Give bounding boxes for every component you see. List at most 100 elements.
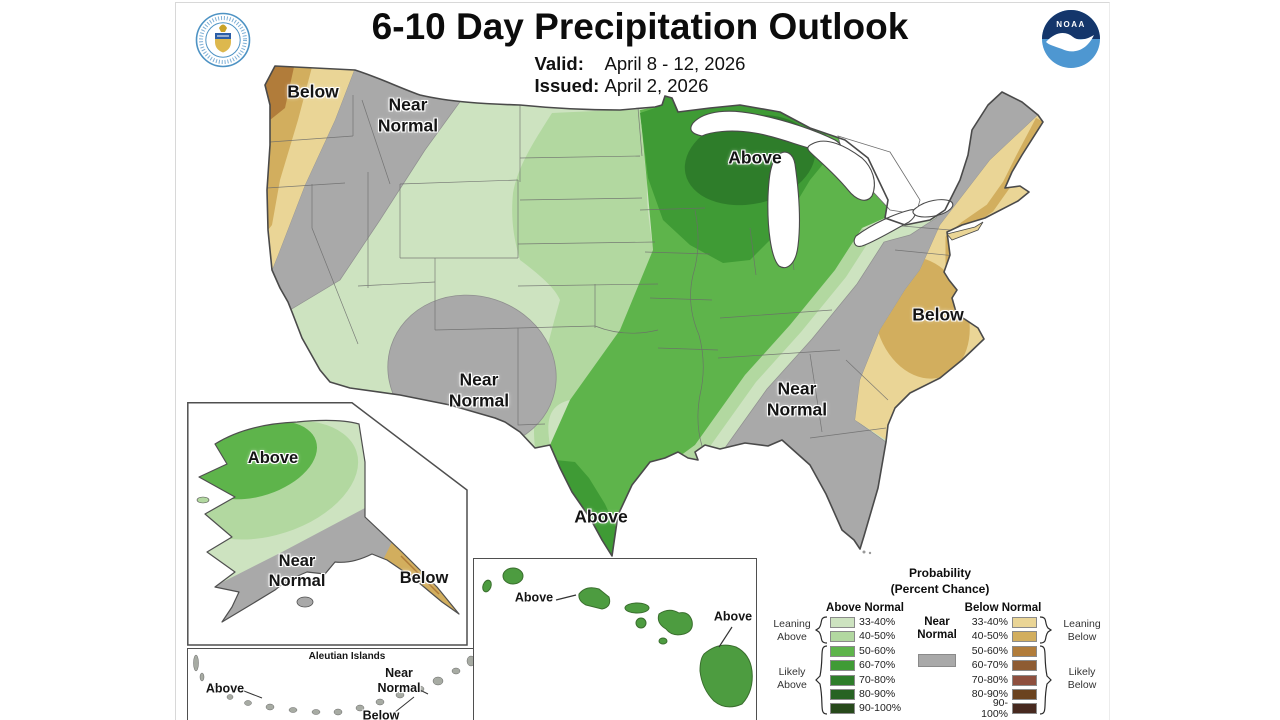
legend-likely-above-label: Likely Above bbox=[777, 666, 807, 691]
legend-title-line2: (Percent Chance) bbox=[890, 582, 990, 596]
legend-above-column: 33-40% 40-50% 50-60% 60-70% 70-80% 80-90… bbox=[830, 616, 902, 715]
label-lakes-above: Above bbox=[728, 147, 782, 168]
above-range-90-100: 90-100% bbox=[859, 702, 902, 715]
legend-row: 40-50% bbox=[968, 630, 1037, 643]
big-island bbox=[699, 644, 753, 708]
molokai-island bbox=[624, 602, 650, 614]
lanai-island bbox=[635, 617, 647, 629]
legend-below-column: 33-40% 40-50% 50-60% 60-70% 70-80% 80-90… bbox=[968, 617, 1037, 719]
state-borders bbox=[266, 95, 957, 447]
above-swatch-33-40 bbox=[830, 617, 855, 628]
conus-outline bbox=[264, 65, 1044, 557]
legend-above-header: Above Normal bbox=[826, 602, 904, 614]
florida-keys-dot bbox=[868, 551, 872, 555]
kauai-island bbox=[502, 567, 524, 585]
label-se-near-normal: Near Normal bbox=[766, 378, 828, 420]
product-frame bbox=[175, 2, 1110, 720]
hawaii-inset bbox=[473, 558, 757, 720]
doc-seal bbox=[195, 12, 251, 68]
valid-label: Valid: bbox=[534, 53, 584, 74]
region-below-50-60-west bbox=[265, 66, 294, 120]
label-nw-near-normal: Near Normal bbox=[377, 94, 439, 136]
label-alaska-above: Above bbox=[247, 448, 299, 467]
below-swatch-80-90 bbox=[1012, 688, 1037, 700]
legend-row: 90-100% bbox=[830, 702, 902, 715]
above-swatch-40-50 bbox=[830, 631, 855, 643]
above-swatch-90-100 bbox=[830, 703, 855, 715]
label-sw-near-normal: Near Normal bbox=[448, 369, 510, 411]
lake-huron bbox=[807, 140, 875, 201]
florida-keys-dot bbox=[862, 550, 866, 554]
legend-row: 50-60% bbox=[830, 644, 901, 657]
region-above-60-70-texas bbox=[555, 460, 616, 556]
valid-value: April 8 - 12, 2026 bbox=[604, 53, 746, 74]
valid-line: Valid: April 8 - 12, 2026 bbox=[535, 53, 746, 75]
legend-row: 60-70% bbox=[830, 659, 901, 672]
hawaii-islands-map bbox=[482, 567, 753, 708]
legend-leaning-above-label: Leaning Above bbox=[773, 618, 811, 643]
above-range-60-70: 60-70% bbox=[859, 659, 896, 672]
lake-erie bbox=[853, 209, 917, 247]
legend-near-normal-swatch bbox=[918, 654, 956, 667]
above-swatch-70-80 bbox=[830, 674, 855, 686]
hawaiian-islands bbox=[482, 567, 753, 708]
lake-ontario bbox=[912, 199, 954, 218]
below-range-90-100: 90-100% bbox=[981, 696, 1008, 720]
legend-likely-below-label: Likely Below bbox=[1067, 666, 1097, 691]
alaska-outline bbox=[198, 419, 460, 623]
st-lawrence-island bbox=[196, 496, 210, 504]
label-aleutian-near-normal: Near Normal bbox=[377, 665, 421, 695]
niihau-island bbox=[482, 579, 492, 593]
legend-row: 80-90% bbox=[830, 688, 901, 700]
noaa-logo-text: NOAA bbox=[1056, 20, 1086, 29]
issued-value: April 2, 2026 bbox=[604, 74, 709, 96]
below-range-80-90: 80-90% bbox=[971, 687, 1008, 700]
above-range-33-40: 33-40% bbox=[859, 616, 896, 628]
brace-leaning-above bbox=[814, 616, 828, 644]
above-swatch-80-90 bbox=[830, 688, 855, 700]
legend-row: 90-100% bbox=[968, 697, 1037, 719]
legend-row: 50-60% bbox=[968, 644, 1037, 657]
valid-issued-block: Valid: April 8 - 12, 2026 Issued: April 2,… bbox=[535, 53, 746, 96]
label-aleutian-below: Below bbox=[362, 708, 400, 720]
legend-row: 40-50% bbox=[830, 630, 901, 643]
brace-leaning-below bbox=[1039, 616, 1053, 644]
below-swatch-33-40 bbox=[1012, 617, 1037, 628]
long-island bbox=[946, 221, 984, 241]
maui-island bbox=[657, 609, 693, 636]
below-range-50-60: 50-60% bbox=[971, 644, 1008, 657]
legend-row: 70-80% bbox=[968, 673, 1037, 686]
below-range-40-50: 40-50% bbox=[971, 630, 1008, 643]
brace-likely-above bbox=[815, 645, 828, 715]
conus-outlook-map bbox=[264, 65, 1044, 557]
above-range-40-50: 40-50% bbox=[859, 630, 896, 643]
below-range-70-80: 70-80% bbox=[971, 673, 1008, 686]
aleutian-inset bbox=[187, 648, 481, 720]
issued-label: Issued: bbox=[534, 74, 600, 96]
alaska-inset-map bbox=[187, 402, 468, 646]
legend-leaning-below-label: Leaning Below bbox=[1063, 618, 1101, 643]
oahu-island bbox=[578, 587, 611, 610]
below-swatch-70-80 bbox=[1012, 674, 1037, 686]
kodiak-island bbox=[296, 596, 314, 608]
above-range-50-60: 50-60% bbox=[859, 644, 896, 657]
label-alaska-below: Below bbox=[399, 568, 449, 587]
page-title: 6-10 Day Precipitation Outlook bbox=[371, 6, 909, 47]
probability-legend: Probability (Percent Chance) Above Norma… bbox=[770, 562, 1110, 720]
below-swatch-40-50 bbox=[1012, 631, 1037, 643]
below-range-60-70: 60-70% bbox=[971, 659, 1008, 672]
region-above-40-50-east-strip bbox=[680, 228, 873, 463]
label-east-below: Below bbox=[912, 304, 964, 325]
label-hawaii-above-west: Above bbox=[514, 590, 554, 605]
kahoolawe-island bbox=[658, 637, 668, 645]
label-pnw-below: Below bbox=[287, 81, 339, 102]
legend-row: 70-80% bbox=[830, 673, 901, 686]
hawaii-pointer-lines bbox=[555, 594, 733, 648]
lake-michigan bbox=[767, 151, 800, 269]
below-swatch-60-70 bbox=[1012, 660, 1037, 672]
label-aleutian-above: Above bbox=[205, 681, 245, 696]
above-swatch-60-70 bbox=[830, 660, 855, 672]
above-range-70-80: 70-80% bbox=[859, 673, 896, 686]
noaa-logo-graphic: NOAA bbox=[1042, 10, 1100, 68]
